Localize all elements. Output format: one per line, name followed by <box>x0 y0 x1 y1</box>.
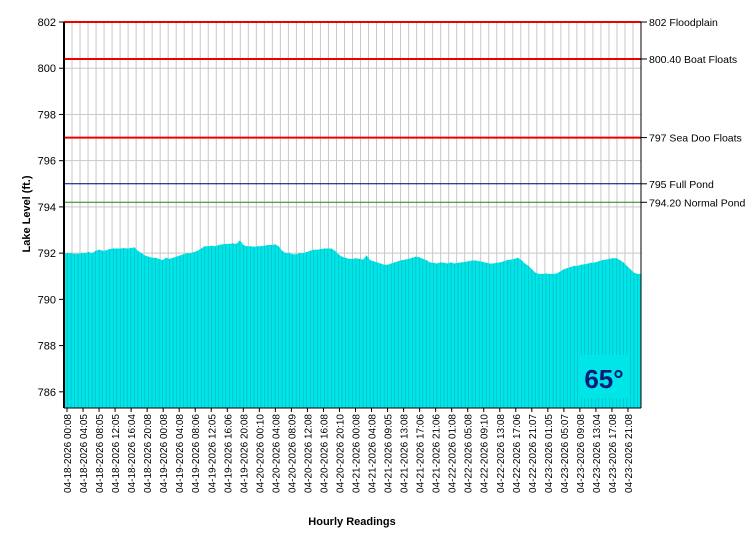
x-tick-label: 04-20-2026 04:08 <box>271 414 282 493</box>
series-area <box>63 240 642 408</box>
x-tick-label: 04-21-2026 09:05 <box>384 414 395 493</box>
y-tick-label: 788 <box>38 341 56 353</box>
x-tick-label: 04-19-2026 20:08 <box>239 414 250 493</box>
y-tick-label: 790 <box>38 294 56 306</box>
x-tick-label: 04-19-2026 04:08 <box>175 414 186 493</box>
reference-label: 794.20 Normal Pond <box>649 197 745 209</box>
x-tick-label: 04-23-2026 21:08 <box>624 414 635 493</box>
y-tick-label: 796 <box>38 156 56 168</box>
x-tick-label: 04-20-2026 16:08 <box>319 414 330 493</box>
x-tick-label: 04-22-2026 09:10 <box>480 414 491 493</box>
y-axis-title: Lake Level (ft.) <box>21 175 33 252</box>
axes <box>63 22 642 409</box>
y-axis-ticks: 786 788 790 792 794 796 798 800 802 <box>38 17 64 399</box>
x-tick-label: 04-18-2026 12:05 <box>111 414 122 493</box>
x-tick-label: 04-21-2026 17:06 <box>416 414 427 493</box>
y-tick-label: 786 <box>38 387 56 399</box>
x-tick-label: 04-23-2026 01:05 <box>544 414 555 493</box>
x-tick-label: 04-20-2026 12:08 <box>303 414 314 493</box>
temperature-value: 65° <box>584 364 623 394</box>
y-tick-label: 800 <box>38 63 56 75</box>
x-tick-label: 04-19-2026 12:05 <box>207 414 218 493</box>
temperature-badge-box <box>578 355 630 398</box>
x-tick-label: 04-21-2026 00:08 <box>352 414 363 493</box>
y-tick-label: 798 <box>38 109 56 121</box>
x-tick-label: 04-19-2026 16:06 <box>223 414 234 493</box>
x-tick-label: 04-20-2026 00:10 <box>255 414 266 493</box>
x-tick-label: 04-22-2026 13:08 <box>496 414 507 493</box>
x-tick-label: 04-19-2026 00:08 <box>159 414 170 493</box>
x-axis-title: Hourly Readings <box>308 516 395 528</box>
x-tick-label: 04-23-2026 17:08 <box>608 414 619 493</box>
reference-label: 800.40 Boat Floats <box>649 54 737 66</box>
x-tick-label: 04-18-2026 04:05 <box>79 414 90 493</box>
x-tick-label: 04-18-2026 20:08 <box>143 414 154 493</box>
x-tick-label: 04-21-2026 21:06 <box>432 414 443 493</box>
x-tick-label: 04-20-2026 20:10 <box>335 414 346 493</box>
x-tick-label: 04-22-2026 05:08 <box>464 414 475 493</box>
x-tick-label: 04-23-2026 05:07 <box>560 414 571 493</box>
x-axis-ticks: 04-18-2026 00:08 04-18-2026 04:05 04-18-20… <box>63 408 635 493</box>
reference-label: 802 Floodplain <box>649 17 718 29</box>
x-tick-label: 04-21-2026 13:08 <box>400 414 411 493</box>
x-tick-label: 04-18-2026 00:08 <box>63 414 74 493</box>
x-tick-label: 04-19-2026 08:06 <box>191 414 202 493</box>
x-tick-label: 04-23-2026 13:04 <box>592 414 603 493</box>
x-tick-label: 04-18-2026 08:05 <box>95 414 106 493</box>
x-tick-label: 04-21-2026 04:08 <box>368 414 379 493</box>
reference-label: 797 Sea Doo Floats <box>649 133 742 145</box>
x-tick-label: 04-20-2026 08:09 <box>287 414 298 493</box>
x-tick-label: 04-18-2026 16:04 <box>127 414 138 493</box>
x-tick-label: 04-22-2026 21:07 <box>528 414 539 493</box>
y-tick-label: 794 <box>38 202 56 214</box>
y-tick-label: 802 <box>38 17 56 29</box>
x-tick-label: 04-23-2026 09:08 <box>576 414 587 493</box>
reference-label: 795 Full Pond <box>649 179 714 191</box>
temperature-badge: 65° <box>578 355 630 398</box>
reference-lines: 802 Floodplain 800.40 Boat Floats 797 Sea … <box>64 17 745 209</box>
x-tick-label: 04-22-2026 17:06 <box>512 414 523 493</box>
y-tick-label: 792 <box>38 248 56 260</box>
x-tick-label: 04-22-2026 01:08 <box>448 414 459 493</box>
